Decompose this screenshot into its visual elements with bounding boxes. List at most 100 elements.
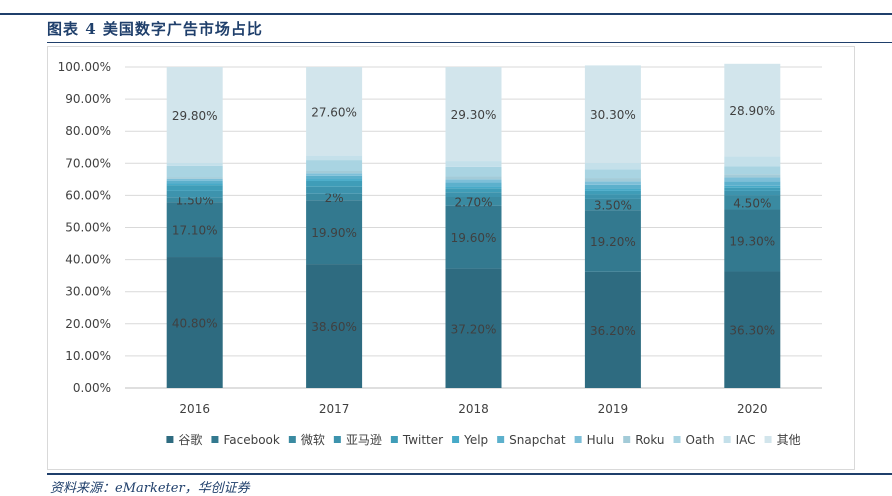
bar-segment	[306, 160, 363, 172]
bar-segment	[306, 155, 363, 161]
bar-segment	[166, 178, 223, 181]
data-label: 38.60%	[311, 320, 357, 334]
legend-swatch	[166, 436, 174, 443]
y-tick-label: 70.00%	[65, 156, 111, 170]
bar-segment	[306, 67, 363, 156]
bar-segment	[584, 184, 641, 189]
data-label: 36.30%	[729, 324, 775, 338]
bar-segment	[584, 198, 641, 211]
bar-segment	[306, 180, 363, 187]
data-label: 27.60%	[311, 105, 357, 119]
bar-segment	[724, 271, 781, 388]
bar-segment	[166, 190, 223, 198]
y-tick-label: 100.00%	[58, 60, 111, 74]
bar-segment	[724, 63, 781, 157]
bar-segment	[584, 194, 641, 199]
bar-segment	[584, 190, 641, 195]
bar-segment	[166, 165, 223, 178]
legend-swatch	[623, 436, 631, 443]
legend-label: Oath	[686, 433, 715, 447]
data-label: 3.50%	[594, 199, 632, 213]
bar-segment	[166, 183, 223, 186]
bar-segment	[724, 185, 781, 188]
bar-segment	[724, 190, 781, 196]
bar-segment	[724, 156, 781, 167]
bar-segment	[166, 185, 223, 191]
legend-label: Snapchat	[509, 433, 566, 447]
legend-swatch	[452, 436, 460, 443]
bar-segment	[584, 181, 641, 185]
legend-label: Hulu	[587, 433, 615, 447]
bar-segment	[306, 171, 363, 174]
figure-title: 图表 4 美国数字广告市场占比	[47, 20, 263, 38]
bar-segment	[306, 200, 363, 265]
bar-segment	[306, 175, 363, 180]
legend-swatch	[764, 436, 772, 443]
data-label: 19.60%	[451, 231, 497, 245]
y-tick-label: 80.00%	[65, 124, 111, 138]
bar-segment	[445, 182, 502, 187]
bar-segment	[166, 180, 223, 184]
y-tick-label: 20.00%	[65, 317, 111, 331]
bar-segment	[166, 67, 223, 163]
bar-segment	[166, 257, 223, 388]
bar-segment	[445, 186, 502, 189]
bar-segment	[166, 177, 223, 179]
data-label: 2%	[325, 191, 344, 205]
data-label: 17.10%	[172, 224, 218, 238]
footer-rule	[47, 473, 892, 475]
y-tick-label: 50.00%	[65, 221, 111, 235]
legend-swatch	[390, 436, 398, 443]
bar-segment	[445, 188, 502, 193]
data-label: 4.50%	[733, 196, 771, 210]
bar-segment	[166, 202, 223, 258]
data-label: 2.70%	[454, 195, 492, 209]
bar-segment	[724, 209, 781, 272]
bar-segment	[306, 193, 363, 201]
data-label: 28.90%	[729, 104, 775, 118]
bar-segment	[445, 192, 502, 198]
legend-label: Facebook	[223, 433, 279, 447]
bar-segment	[724, 187, 781, 191]
data-label: 30.30%	[590, 108, 636, 122]
legend-label: Twitter	[402, 433, 443, 447]
bar-segment	[584, 65, 641, 163]
bar-segment	[445, 161, 502, 167]
bar-segment	[584, 210, 641, 272]
legend-label: 微软	[301, 433, 325, 447]
chart-frame	[47, 46, 855, 470]
data-label: 19.20%	[590, 235, 636, 249]
bar-segment	[445, 268, 502, 388]
bar-segment	[584, 188, 641, 191]
legend-swatch	[288, 436, 296, 443]
bar-segment	[724, 174, 781, 178]
x-tick-label: 2019	[598, 402, 629, 416]
y-tick-label: 60.00%	[65, 188, 111, 202]
legend-label: IAC	[736, 433, 756, 447]
data-label: 40.80%	[172, 317, 218, 331]
legend-label: Yelp	[463, 433, 488, 447]
legend-swatch	[497, 436, 505, 443]
legend-swatch	[574, 436, 582, 443]
bar-segment	[724, 195, 781, 210]
bar-segment	[584, 178, 641, 182]
legend-swatch	[673, 436, 681, 443]
header-bottom-rule	[47, 42, 892, 43]
legend-label: 谷歌	[178, 432, 202, 447]
x-tick-label: 2016	[179, 402, 210, 416]
x-tick-label: 2018	[458, 402, 489, 416]
y-tick-label: 10.00%	[65, 349, 111, 363]
bar-segment	[445, 176, 502, 180]
legend-swatch	[333, 436, 341, 443]
y-tick-label: 40.00%	[65, 253, 111, 267]
header-top-rule	[0, 13, 892, 15]
x-tick-label: 2017	[319, 402, 350, 416]
y-tick-label: 0.00%	[73, 381, 111, 395]
bar-segment	[166, 162, 223, 166]
bar-segment	[445, 179, 502, 183]
bar-segment	[584, 169, 641, 179]
bar-segment	[445, 67, 502, 162]
bar-segment	[306, 173, 363, 176]
bar-segment	[306, 186, 363, 194]
